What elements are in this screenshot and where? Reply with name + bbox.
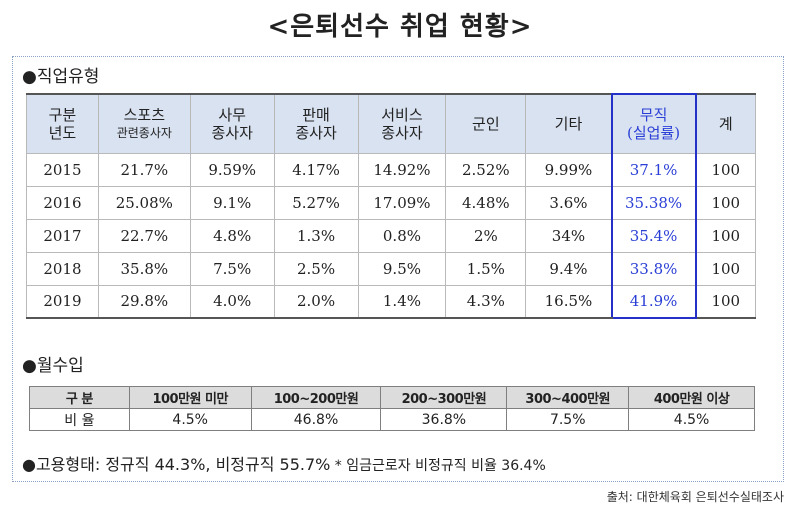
income-header-cell: 구 분 xyxy=(29,386,130,409)
header-unemployed-line2: (실업률) xyxy=(627,123,681,142)
table-cell: 9.4% xyxy=(525,251,613,286)
header-office: 사무 종사자 xyxy=(189,93,275,154)
income-value-cell: 46.8% xyxy=(250,408,382,431)
table-cell: 0.8% xyxy=(357,218,447,253)
job-table-row: 2019 29.8% 4.0% 2.0% 1.4% 4.3% 16.5% 41.9% 100 xyxy=(26,284,756,319)
table-cell: 2.52% xyxy=(445,152,527,187)
header-corner-line2: 년도 xyxy=(48,123,77,142)
header-corner: 구분 년도 xyxy=(26,93,99,154)
table-cell: 100 xyxy=(695,185,756,220)
income-row-label: 비 율 xyxy=(29,408,130,431)
header-total-line1: 계 xyxy=(718,114,733,133)
income-value-cell: 4.5% xyxy=(628,408,755,431)
income-value-cell: 7.5% xyxy=(506,408,630,431)
table-cell: 2% xyxy=(445,218,527,253)
table-cell: 34% xyxy=(525,218,613,253)
table-cell: 9.1% xyxy=(189,185,275,220)
table-cell: 4.3% xyxy=(445,284,527,319)
unemployment-cell: 37.1% xyxy=(610,152,697,187)
income-header-cell: 100만원 미만 xyxy=(128,386,252,409)
job-type-table: 구분 년도 스포츠 관련종사자 사무 종사자 판매 종사자 서비스 종사자 군인 xyxy=(26,93,756,319)
income-value-cell: 4.5% xyxy=(128,408,252,431)
table-cell: 16.5% xyxy=(525,284,613,319)
year-cell: 2018 xyxy=(26,251,99,286)
job-table-header-row: 구분 년도 스포츠 관련종사자 사무 종사자 판매 종사자 서비스 종사자 군인 xyxy=(26,93,756,154)
header-sales-line2: 종사자 xyxy=(295,123,337,142)
table-cell: 21.7% xyxy=(97,152,191,187)
year-cell: 2019 xyxy=(26,284,99,319)
income-data-row: 비 율 4.5% 46.8% 36.8% 7.5% 4.5% xyxy=(29,408,755,431)
income-section-label: ●월수입 xyxy=(22,356,84,376)
job-table-row: 2017 22.7% 4.8% 1.3% 0.8% 2% 34% 35.4% 100 xyxy=(26,218,756,253)
year-cell: 2015 xyxy=(26,152,99,187)
header-sports: 스포츠 관련종사자 xyxy=(97,93,191,154)
table-cell: 1.3% xyxy=(273,218,359,253)
table-cell: 35.8% xyxy=(97,251,191,286)
employment-type-line: ●고용형태: 정규직 44.3%, 비정규직 55.7% * 임금근로자 비정규… xyxy=(22,451,546,475)
year-cell: 2016 xyxy=(26,185,99,220)
income-header-cell: 400만원 이상 xyxy=(628,386,755,409)
table-cell: 9.99% xyxy=(525,152,613,187)
table-cell: 4.0% xyxy=(189,284,275,319)
table-cell: 2.0% xyxy=(273,284,359,319)
table-cell: 1.5% xyxy=(445,251,527,286)
header-sports-line2: 관련종사자 xyxy=(116,125,172,140)
unemployment-cell: 35.4% xyxy=(610,218,697,253)
job-table-row: 2016 25.08% 9.1% 5.27% 17.09% 4.48% 3.6% 35.38%… xyxy=(26,185,756,220)
table-cell: 9.5% xyxy=(357,251,447,286)
table-cell: 7.5% xyxy=(189,251,275,286)
table-cell: 29.8% xyxy=(97,284,191,319)
income-header-cell: 300~400만원 xyxy=(506,386,630,409)
table-cell: 1.4% xyxy=(357,284,447,319)
income-table: 구 분 100만원 미만 100~200만원 200~300만원 300~400만원 40… xyxy=(29,386,755,431)
header-unemployed: 무직 (실업률) xyxy=(610,93,697,154)
employment-type-text: ●고용형태: 정규직 44.3%, 비정규직 55.7% xyxy=(22,455,331,474)
income-header-cell: 100~200만원 xyxy=(250,386,382,409)
header-corner-line1: 구분 xyxy=(48,105,77,124)
income-header-cell: 200~300만원 xyxy=(380,386,508,409)
table-cell: 100 xyxy=(695,152,756,187)
header-service: 서비스 종사자 xyxy=(357,93,447,154)
income-value-cell: 36.8% xyxy=(380,408,508,431)
table-cell: 100 xyxy=(695,218,756,253)
table-cell: 100 xyxy=(695,284,756,319)
year-cell: 2017 xyxy=(26,218,99,253)
header-unemployed-line1: 무직 xyxy=(639,105,668,124)
job-table-row: 2018 35.8% 7.5% 2.5% 9.5% 1.5% 9.4% 33.8% 100 xyxy=(26,251,756,286)
table-cell: 4.48% xyxy=(445,185,527,220)
job-type-section-label: ●직업유형 xyxy=(22,67,100,87)
table-cell: 100 xyxy=(695,251,756,286)
header-other-line1: 기타 xyxy=(554,114,583,133)
unemployment-cell: 33.8% xyxy=(610,251,697,286)
table-cell: 4.8% xyxy=(189,218,275,253)
unemployment-cell: 35.38% xyxy=(610,185,697,220)
header-service-line2: 종사자 xyxy=(381,123,423,142)
income-header-row: 구 분 100만원 미만 100~200만원 200~300만원 300~400만원 40… xyxy=(29,386,755,409)
header-sales: 판매 종사자 xyxy=(273,93,359,154)
content-frame xyxy=(12,56,784,482)
table-cell: 9.59% xyxy=(189,152,275,187)
header-other: 기타 xyxy=(525,93,613,154)
header-office-line1: 사무 xyxy=(218,105,246,124)
table-cell: 5.27% xyxy=(273,185,359,220)
employment-type-note: * 임금근로자 비정규직 비율 36.4% xyxy=(330,458,546,474)
table-cell: 14.92% xyxy=(357,152,447,187)
header-sales-line1: 판매 xyxy=(302,105,330,124)
table-cell: 22.7% xyxy=(97,218,191,253)
header-sports-line1: 스포츠 xyxy=(123,105,166,124)
source-note: 출처: 대한체육회 은퇴선수실태조사 xyxy=(606,490,784,504)
page-title: <은퇴선수 취업 현황> xyxy=(267,12,533,42)
header-service-line1: 서비스 xyxy=(381,105,423,124)
job-table-row: 2015 21.7% 9.59% 4.17% 14.92% 2.52% 9.99% 37.1%… xyxy=(26,152,756,187)
table-cell: 17.09% xyxy=(357,185,447,220)
table-cell: 2.5% xyxy=(273,251,359,286)
table-cell: 4.17% xyxy=(273,152,359,187)
table-cell: 25.08% xyxy=(97,185,191,220)
header-office-line2: 종사자 xyxy=(211,123,253,142)
unemployment-cell: 41.9% xyxy=(610,284,697,319)
header-military-line1: 군인 xyxy=(472,114,500,133)
header-military: 군인 xyxy=(445,93,527,154)
table-cell: 3.6% xyxy=(525,185,613,220)
header-total: 계 xyxy=(695,93,756,154)
